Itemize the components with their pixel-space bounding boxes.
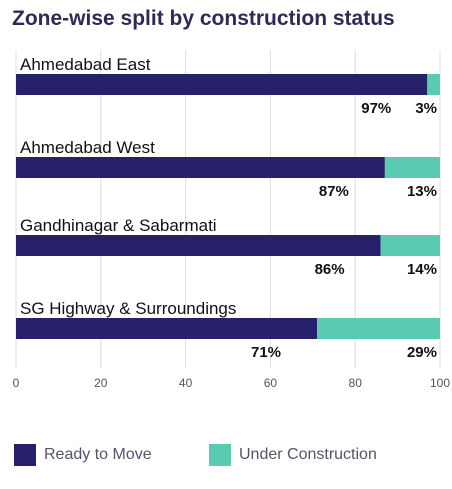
bar-ready-to-move-ahmedabad-east: [16, 74, 428, 95]
category-label-ahmedabad-west: Ahmedabad West: [20, 138, 155, 157]
chart-legend: Ready to Move Under Construction: [14, 444, 444, 470]
bar-under-construction-ahmedabad-west: [384, 157, 440, 178]
value-label-under-construction-ahmedabad-west: 13%: [407, 183, 437, 200]
legend-swatch-under-construction: [209, 444, 231, 466]
bar-ready-to-move-gandhinagar-and-sabarmati: [16, 235, 381, 256]
bar-under-construction-sg-highway-and-surroundings: [317, 318, 440, 339]
legend-label-under-construction: Under Construction: [239, 446, 377, 463]
category-label-ahmedabad-east: Ahmedabad East: [20, 55, 151, 74]
chart-title: Zone-wise split by construction status: [12, 7, 395, 30]
bar-under-construction-gandhinagar-and-sabarmati: [380, 235, 440, 256]
x-tick-label-20: 20: [94, 376, 108, 390]
bar-ready-to-move-ahmedabad-west: [16, 157, 385, 178]
value-label-under-construction-gandhinagar-and-sabarmati: 14%: [407, 261, 437, 278]
legend-item-ready-to-move: Ready to Move: [14, 444, 152, 466]
bar-ready-to-move-sg-highway-and-surroundings: [16, 318, 318, 339]
value-label-ready-to-move-gandhinagar-and-sabarmati: 86%: [315, 261, 345, 278]
x-tick-label-0: 0: [13, 376, 20, 390]
value-label-ready-to-move-ahmedabad-west: 87%: [319, 183, 349, 200]
x-tick-label-60: 60: [264, 376, 278, 390]
value-label-ready-to-move-ahmedabad-east: 97%: [361, 100, 391, 117]
x-tick-label-40: 40: [179, 376, 193, 390]
value-label-ready-to-move-sg-highway-and-surroundings: 71%: [251, 344, 281, 361]
category-label-gandhinagar-and-sabarmati: Gandhinagar & Sabarmati: [20, 216, 217, 235]
legend-item-under-construction: Under Construction: [209, 444, 377, 466]
bar-under-construction-ahmedabad-east: [427, 74, 440, 95]
category-label-sg-highway-and-surroundings: SG Highway & Surroundings: [20, 299, 236, 318]
x-tick-label-100: 100: [430, 376, 450, 390]
stacked-bar-chart: 0 20 40 60 80 100 Ahmedabad East 97% 3% Ahmedabad…: [13, 50, 450, 390]
value-label-under-construction-sg-highway-and-surroundings: 29%: [407, 344, 437, 361]
legend-label-ready-to-move: Ready to Move: [44, 446, 152, 463]
legend-swatch-ready-to-move: [14, 444, 36, 466]
value-label-under-construction-ahmedabad-east: 3%: [415, 100, 437, 117]
x-tick-label-80: 80: [349, 376, 363, 390]
